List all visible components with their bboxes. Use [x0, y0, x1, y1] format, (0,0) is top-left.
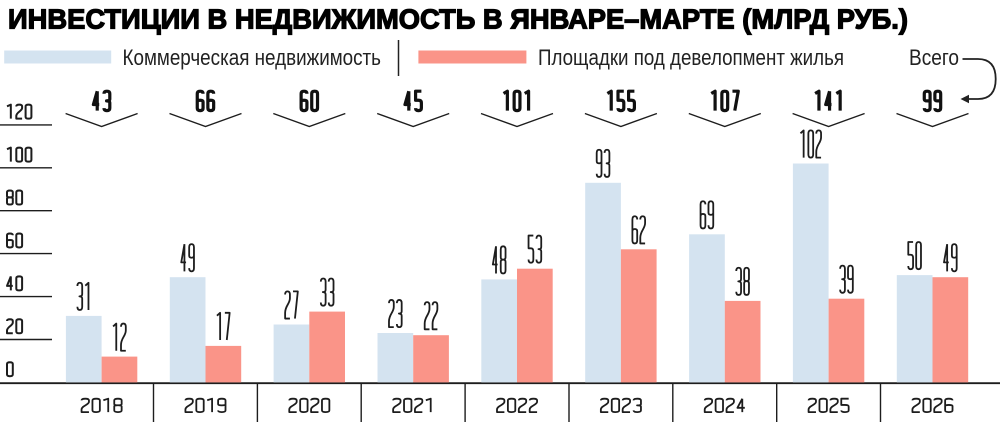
svg-text:Площадки под девелопмент жилья: Площадки под девелопмент жилья	[538, 45, 844, 70]
svg-text:Всего: Всего	[909, 45, 959, 70]
svg-text:ИНВЕСТИЦИИ В НЕДВИЖИМОСТЬ В ЯН: ИНВЕСТИЦИИ В НЕДВИЖИМОСТЬ В ЯНВАРЕ–МАРТЕ…	[8, 4, 908, 35]
svg-text:Коммерческая недвижимость: Коммерческая недвижимость	[123, 45, 382, 70]
